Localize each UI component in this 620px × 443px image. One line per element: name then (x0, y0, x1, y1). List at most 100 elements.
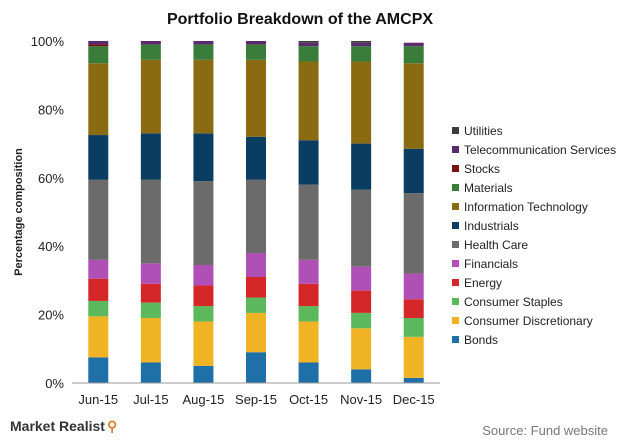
bar-segment (351, 61, 372, 144)
bar-segment (298, 362, 319, 383)
legend-label: Information Technology (464, 200, 588, 214)
bar-segment (193, 133, 214, 182)
y-tick-label: 80% (38, 102, 64, 117)
bar-segment (403, 148, 424, 194)
bar-segment (140, 318, 161, 363)
legend-swatch (452, 241, 459, 248)
bar-segment (140, 283, 161, 303)
bar-segment (193, 265, 214, 286)
y-tick-label: 0% (45, 376, 64, 391)
bar-segment (351, 266, 372, 291)
bar-segment (88, 41, 109, 45)
legend-label: Stocks (464, 162, 500, 176)
bar-segment (298, 259, 319, 284)
bar-segment (246, 352, 266, 383)
legend-swatch (452, 184, 459, 191)
bar-segment (351, 189, 372, 267)
legend-label: Materials (464, 181, 513, 195)
x-tick-label: Jul-15 (133, 392, 168, 407)
y-tick-label: 100% (31, 34, 65, 49)
x-tick-label: Jun-15 (78, 392, 118, 407)
bar-segment (351, 46, 372, 62)
legend-label: Financials (464, 257, 518, 271)
bar-segment (88, 357, 109, 383)
bar-segment (193, 285, 214, 307)
bar-segment (140, 41, 161, 45)
legend-label: Health Care (464, 238, 528, 252)
legend-label: Bonds (464, 333, 498, 347)
legend-label: Consumer Staples (464, 295, 563, 309)
legend-swatch (452, 127, 459, 134)
bar-segment (88, 278, 109, 301)
chart-title: Portfolio Breakdown of the AMCPX (167, 11, 433, 28)
bar-segment (403, 46, 424, 64)
bar-segment (193, 44, 214, 60)
legend-swatch (452, 165, 459, 172)
bar-segment (351, 328, 372, 370)
bar-segment (140, 133, 161, 180)
bar-segment (351, 312, 372, 329)
bar-segment (88, 179, 109, 260)
bar-segment (88, 316, 109, 358)
bar-segment (298, 41, 319, 43)
bar-segment (246, 44, 266, 60)
plot-area: 0% 20% 40% 60% 80% 100% Jun-15 Jul-15 Aug-15 Sep-… (31, 34, 440, 407)
y-tick-label: 40% (38, 239, 64, 254)
bar-segment (298, 283, 319, 307)
y-tick-label: 20% (38, 308, 64, 323)
bar-segment (351, 143, 372, 190)
brand-logo: Market Realist ⚲ (10, 418, 117, 435)
bar-segment (403, 193, 424, 274)
legend: Utilities Telecommunication Services Stock… (452, 124, 616, 347)
bar-segment (403, 318, 424, 337)
x-tick-label: Dec-15 (393, 392, 435, 407)
bar-segment (298, 140, 319, 185)
bar-segment (193, 181, 214, 266)
bar-segment (298, 184, 319, 260)
bar-segment (298, 61, 319, 141)
bar-segment (193, 306, 214, 322)
bar-segment (246, 253, 266, 277)
bar-segment (246, 59, 266, 137)
legend-label: Utilities (464, 124, 503, 138)
bar-segment (140, 59, 161, 134)
legend-label: Telecommunication Services (464, 143, 616, 157)
bar-segment (246, 136, 266, 180)
legend-label: Energy (464, 276, 502, 290)
bar-segment (140, 179, 161, 264)
legend-swatch (452, 260, 459, 267)
legend-swatch (452, 222, 459, 229)
x-tick-label: Nov-15 (340, 392, 382, 407)
bar-segment (351, 369, 372, 383)
bar-segment (403, 336, 424, 378)
x-tick-label: Sep-15 (235, 392, 277, 407)
bar-segment (298, 42, 319, 47)
bar-segment (193, 365, 214, 383)
x-tick-label: Aug-15 (182, 392, 224, 407)
bar-segment (403, 377, 424, 383)
bar-segment (193, 321, 214, 366)
bar-segment (140, 44, 161, 60)
bar-segment (140, 302, 161, 319)
bar-segment (193, 59, 214, 134)
x-tick-label: Oct-15 (289, 392, 328, 407)
bar-segment (403, 273, 424, 300)
bar-segment (403, 63, 424, 149)
bar-segment (351, 41, 372, 43)
legend-swatch (452, 336, 459, 343)
bar-segment (403, 42, 424, 47)
bar-segment (88, 44, 109, 47)
legend-label: Consumer Discretionary (464, 314, 593, 328)
y-axis-label: Percentage composition (13, 148, 25, 276)
bar-segment (246, 179, 266, 254)
magnifier-icon: ⚲ (106, 418, 118, 434)
bar-segment (140, 263, 161, 284)
legend-label: Industrials (464, 219, 519, 233)
bar-segment (88, 259, 109, 279)
bar-segment (246, 312, 266, 353)
y-tick-label: 60% (38, 171, 64, 186)
bar-segment (298, 321, 319, 363)
legend-swatch (452, 298, 459, 305)
bar-segment (88, 300, 109, 317)
